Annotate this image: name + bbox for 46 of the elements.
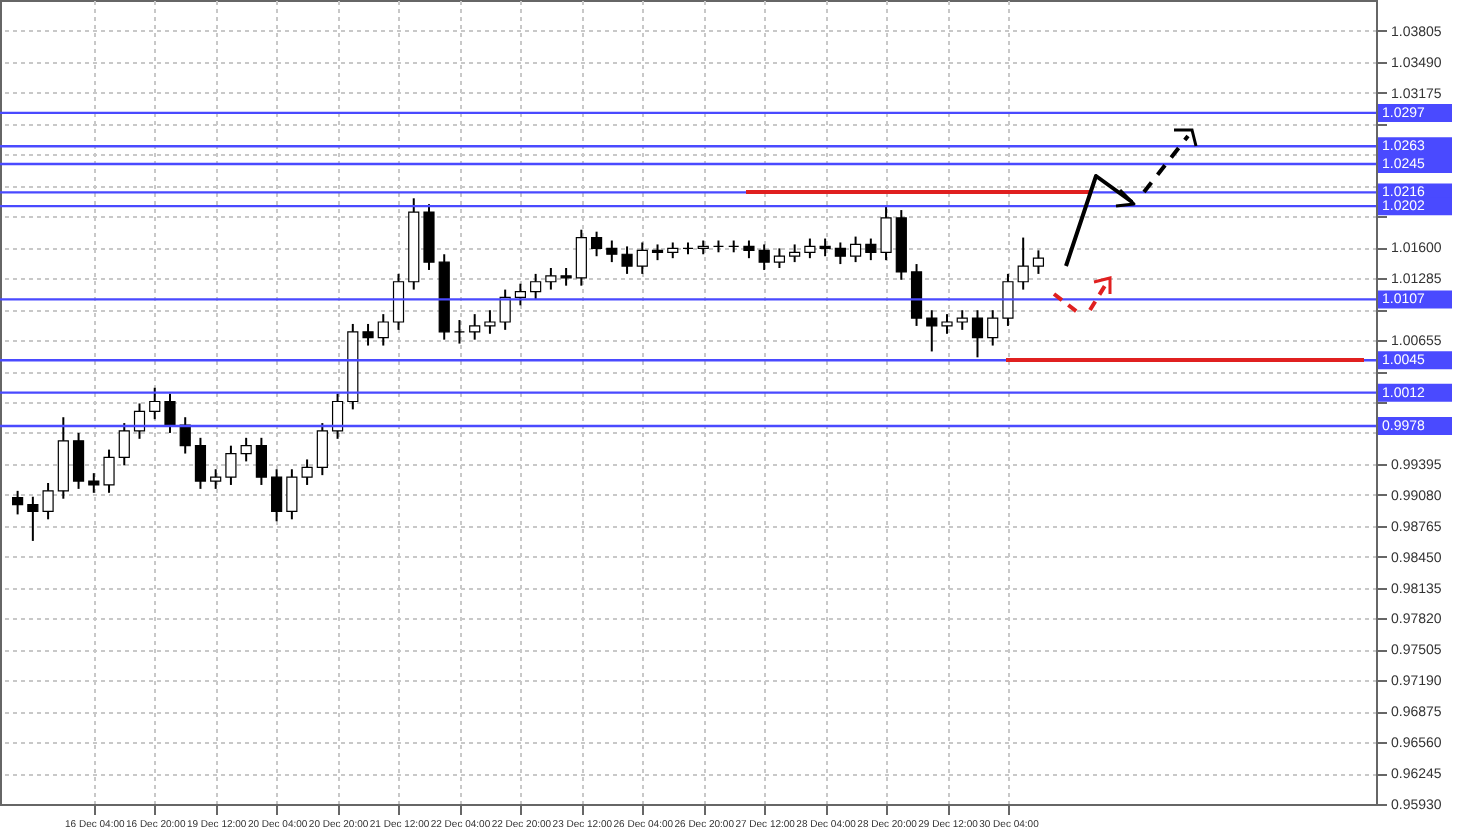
candlestick xyxy=(590,230,603,258)
candlestick xyxy=(316,422,328,477)
candlestick xyxy=(910,263,923,327)
candlestick xyxy=(606,239,618,264)
candlestick xyxy=(149,386,161,421)
candlestick xyxy=(834,241,846,266)
candlestick xyxy=(210,468,222,490)
candlestick xyxy=(118,422,130,467)
candlestick xyxy=(987,309,999,347)
candlestick xyxy=(941,313,953,335)
candlestick xyxy=(1032,249,1045,275)
candlestick xyxy=(575,228,587,287)
candlestick xyxy=(514,282,526,307)
candlestick xyxy=(194,436,207,490)
candlestick xyxy=(469,313,481,341)
candlestick xyxy=(331,392,344,440)
candlestick xyxy=(865,237,877,262)
candlestick xyxy=(850,235,862,264)
candlestick xyxy=(392,272,405,331)
candlestick xyxy=(88,472,100,494)
candlestick xyxy=(926,309,938,353)
candlestick xyxy=(164,392,176,434)
candlestick xyxy=(271,468,283,523)
candlestick xyxy=(484,309,496,335)
candlestick xyxy=(880,205,892,262)
candlestick xyxy=(682,241,694,256)
candlestick xyxy=(362,322,374,347)
candlestick xyxy=(773,247,786,269)
candlestick xyxy=(72,431,85,490)
candlestick xyxy=(956,309,968,331)
candlestick xyxy=(453,319,466,345)
candlestick xyxy=(133,402,146,440)
candlestick xyxy=(255,436,267,486)
candlestick xyxy=(103,448,115,494)
candlestick xyxy=(179,416,191,455)
candlestick xyxy=(758,243,770,271)
candlestick xyxy=(971,309,984,359)
candlestick xyxy=(621,245,633,275)
candlestick xyxy=(1017,236,1029,291)
candlestick xyxy=(377,313,389,347)
candlestick xyxy=(240,436,252,463)
candlestick xyxy=(225,444,237,486)
candlestick xyxy=(636,241,648,275)
candlestick xyxy=(12,489,24,516)
candlestick xyxy=(530,272,542,301)
candlestick xyxy=(1002,272,1014,327)
